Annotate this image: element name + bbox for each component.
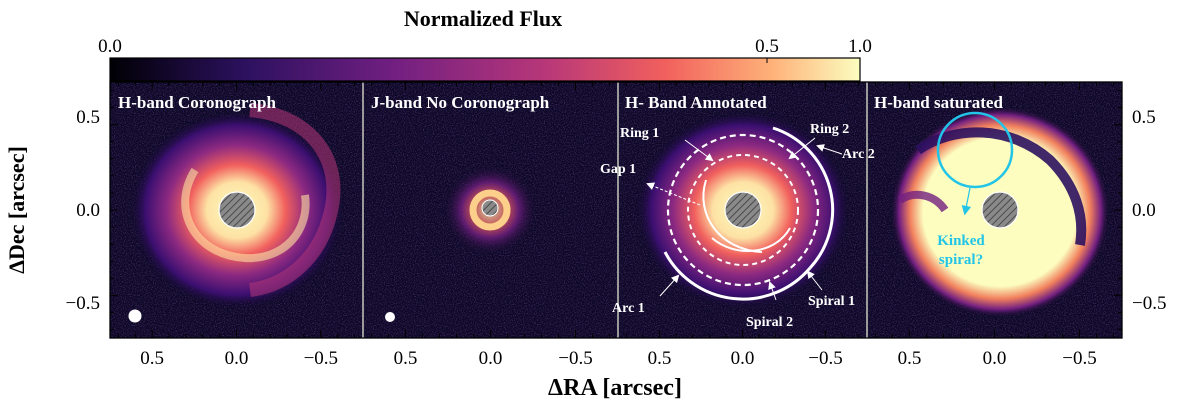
label-spiral-1: Spiral 1 <box>808 294 855 309</box>
colorbar-gradient <box>109 57 861 82</box>
label-kinked-line-1: Kinked <box>937 233 985 249</box>
arc-2-line <box>772 126 835 270</box>
x-tick-label: 0.0 <box>479 348 503 369</box>
y-tick-label-right: 0.5 <box>1132 107 1156 128</box>
x-tick-label: 0.5 <box>898 348 922 369</box>
beam-dot-panel-1 <box>128 309 142 323</box>
gap-1-dashed-circle <box>687 154 799 266</box>
panel-1-image <box>129 103 345 310</box>
label-ring-2: Ring 2 <box>810 122 849 137</box>
label-kinked-line-2: spiral? <box>939 252 983 268</box>
annotations-panel-3: Ring 1 Ring 2 Arc 2 Gap 1 Arc 1 Spiral 1… <box>600 122 875 330</box>
y-axis-label: ΔDec [arcsec] <box>4 146 29 274</box>
spiral-2-line <box>702 179 763 253</box>
panel-2-title: J-band No Coronograph <box>371 93 550 112</box>
y-tick-label-right: −0.5 <box>1132 293 1166 314</box>
x-tick-label: −0.5 <box>558 348 592 369</box>
panel-1-title: H-band Coronograph <box>118 93 276 112</box>
panel-2-image <box>442 164 538 256</box>
colorbar-tick-label: 0.0 <box>98 36 122 57</box>
x-axis-label: ΔRA [arcsec] <box>548 375 682 401</box>
label-arc-1: Arc 1 <box>612 301 645 316</box>
x-tick-label: −0.5 <box>808 348 842 369</box>
panel-4-title: H-band saturated <box>874 93 1003 112</box>
x-tick-label: 0.0 <box>731 348 755 369</box>
colorbar-title: Normalized Flux <box>404 6 562 31</box>
ring-1-dashed-circle <box>666 133 820 287</box>
y-tick-label-left: −0.5 <box>66 293 100 314</box>
label-ring-1: Ring 1 <box>620 126 659 141</box>
colorbar: Normalized Flux 0.0 0.5 1.0 <box>98 6 872 82</box>
x-tick-label: −0.5 <box>1062 348 1096 369</box>
annotation-kinked-spiral: Kinked spiral? <box>937 187 985 268</box>
x-tick-label: 0.5 <box>648 348 672 369</box>
x-tick-label: 0.0 <box>983 348 1007 369</box>
y-tick-label-right: 0.0 <box>1132 200 1156 221</box>
colorbar-tick-label: 0.5 <box>755 36 779 57</box>
kinked-spiral-circle <box>936 111 1014 189</box>
label-gap-1: Gap 1 <box>600 162 636 177</box>
x-tick-labels: 0.5 0.0 −0.5 0.5 0.0 −0.5 0.5 0.0 −0.5 0.5 0.0 −0.5 <box>140 348 1096 369</box>
label-spiral-2: Spiral 2 <box>746 315 793 330</box>
x-tick-label: 0.0 <box>225 348 249 369</box>
x-tick-label: 0.5 <box>140 348 164 369</box>
beam-dot-panel-2 <box>385 312 395 322</box>
panel-3-title: H- Band Annotated <box>625 93 767 112</box>
colorbar-tick-label: 1.0 <box>848 36 872 57</box>
arc-1-line <box>663 251 812 301</box>
y-tick-label-left: 0.0 <box>76 200 100 221</box>
y-tick-label-left: 0.5 <box>76 107 100 128</box>
image-strip <box>110 82 1122 338</box>
panel-3-image <box>635 110 851 310</box>
axis-ticks <box>110 82 1122 338</box>
x-tick-label: 0.5 <box>394 348 418 369</box>
x-tick-label: −0.5 <box>304 348 338 369</box>
label-arc-2: Arc 2 <box>842 147 875 162</box>
panel-4-image <box>890 106 1110 318</box>
